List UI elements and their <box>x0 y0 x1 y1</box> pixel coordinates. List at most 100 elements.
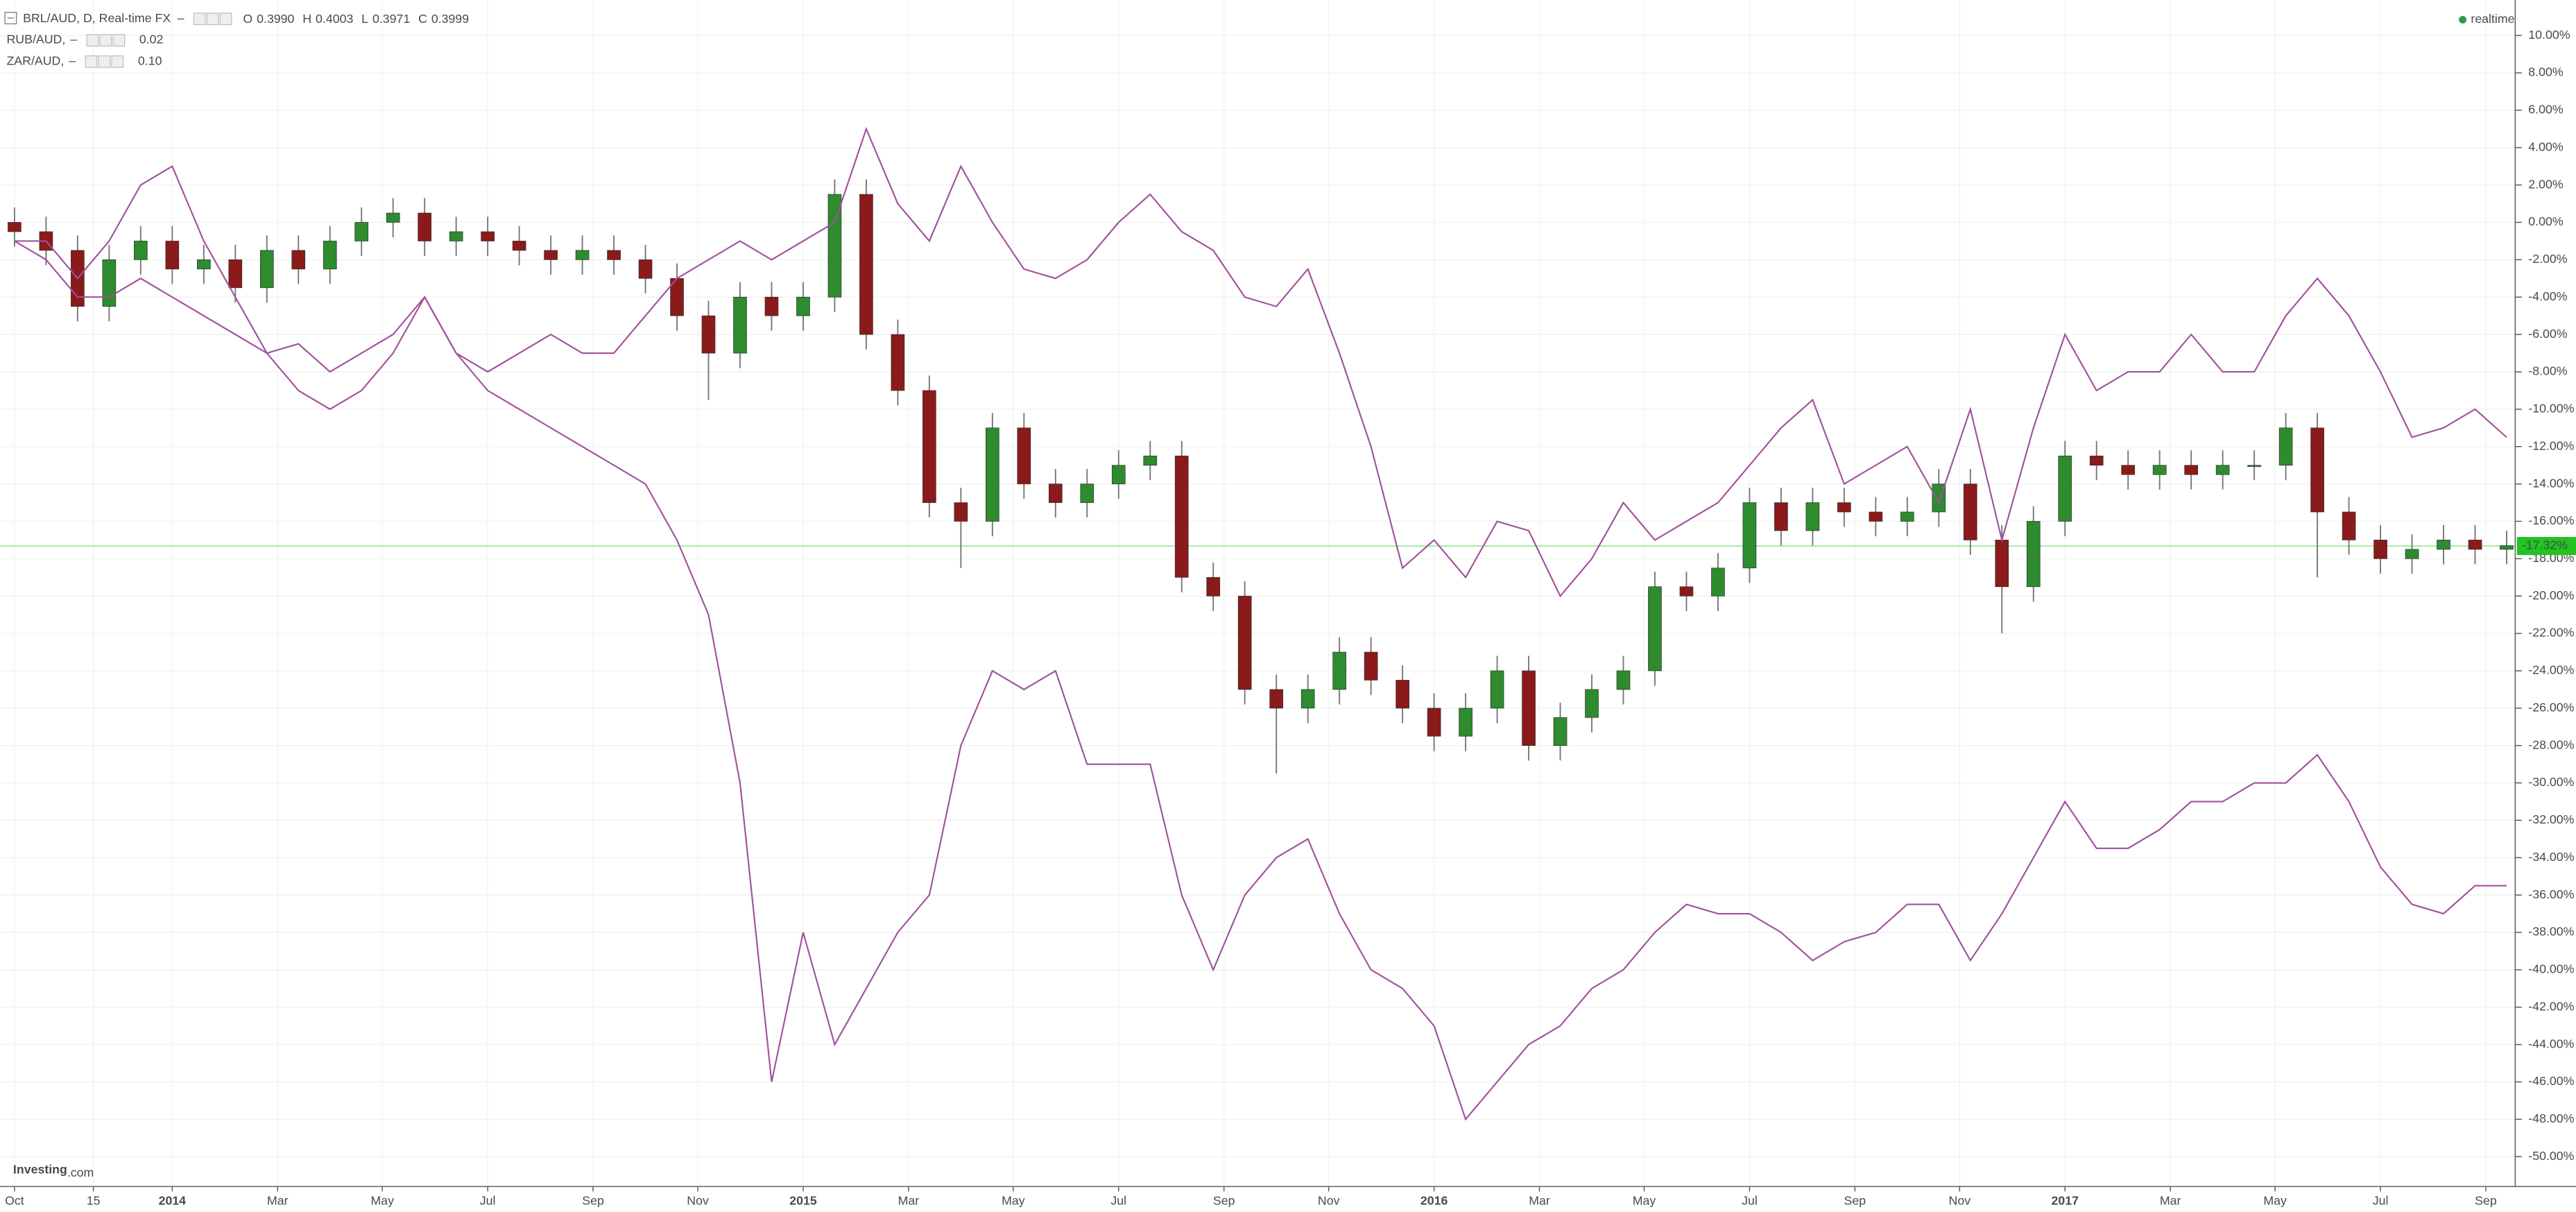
candle-body <box>2310 427 2324 513</box>
y-tick-label: -8.00% <box>2528 364 2567 378</box>
x-tick-label: 2014 <box>159 1193 187 1207</box>
legend-icon[interactable] <box>86 34 99 46</box>
x-tick-label: Mar <box>267 1193 289 1207</box>
y-tick-label: -6.00% <box>2528 327 2567 341</box>
y-tick-label: -14.00% <box>2528 476 2574 490</box>
candle-body <box>386 212 400 223</box>
x-tick-label: Jul <box>1742 1193 1758 1207</box>
status-label: realtime <box>2471 12 2514 26</box>
candle-body <box>2500 545 2514 550</box>
y-tick-label: 0.00% <box>2528 214 2564 228</box>
ohlc-value: 0.4003 <box>316 12 353 26</box>
candle-body <box>1269 689 1284 709</box>
candle-body <box>1869 511 1883 522</box>
candle-body <box>1995 540 2009 588</box>
candle-body <box>764 296 779 316</box>
candle-body <box>1206 577 1221 597</box>
candle-body <box>354 222 369 241</box>
candle-body <box>1332 651 1346 690</box>
x-tick-label: May <box>2263 1193 2287 1207</box>
candle-body <box>1237 595 1252 690</box>
candle-body <box>2468 540 2482 550</box>
legend-icon[interactable] <box>112 34 126 46</box>
candle-body <box>1679 586 1694 597</box>
candle-body <box>1300 689 1315 709</box>
x-tick-label: Mar <box>1529 1193 1550 1207</box>
collapse-button[interactable] <box>4 12 17 25</box>
y-tick-label: 8.00% <box>2528 65 2564 79</box>
x-tick-label: Sep <box>2475 1193 2497 1207</box>
candle-body <box>638 259 653 279</box>
candle-body <box>449 231 463 241</box>
candle-body <box>2278 427 2293 466</box>
candle-body <box>1080 484 1094 503</box>
x-tick-label: Nov <box>1318 1193 1340 1207</box>
candle-body <box>228 259 243 289</box>
legend-icon[interactable] <box>98 55 111 68</box>
candle-body <box>418 212 432 241</box>
y-tick-label: 6.00% <box>2528 103 2564 117</box>
y-tick-label: -50.00% <box>2528 1149 2574 1163</box>
candle-body <box>1522 670 1536 746</box>
candle-body <box>1774 502 1788 531</box>
y-tick-label: -44.00% <box>2528 1036 2574 1050</box>
candle-body <box>891 334 905 391</box>
candle-body <box>544 250 558 260</box>
candle-body <box>859 194 873 335</box>
legend-icon[interactable] <box>85 55 98 68</box>
candle-body <box>2121 465 2136 475</box>
candle-body <box>1963 484 1977 540</box>
candle-body <box>1742 502 1757 569</box>
y-tick-label: -20.00% <box>2528 588 2574 602</box>
candle-body <box>1017 427 1031 484</box>
last-price-badge <box>2516 536 2576 556</box>
y-tick-label: -12.00% <box>2528 438 2574 452</box>
x-tick-label: May <box>1633 1193 1656 1207</box>
x-tick-label: Jul <box>1110 1193 1126 1207</box>
candle-body <box>1553 717 1568 746</box>
candle-body <box>2405 549 2419 559</box>
candle-body <box>1711 567 1725 597</box>
legend-icon[interactable] <box>193 12 206 26</box>
legend-icon[interactable] <box>219 12 232 26</box>
legend-menu[interactable]: – <box>70 33 77 46</box>
candle-body <box>102 259 117 307</box>
x-tick-label: Sep <box>582 1193 604 1207</box>
candle-body <box>827 194 842 298</box>
candle-body <box>2152 465 2167 475</box>
candle-body <box>1459 708 1472 737</box>
title-menu[interactable]: – <box>178 11 184 25</box>
legend-icon[interactable] <box>99 34 112 46</box>
y-tick-label: -26.00% <box>2528 700 2574 714</box>
y-tick-label: -46.00% <box>2528 1074 2574 1088</box>
candle-body <box>1174 455 1189 578</box>
candle-body <box>1143 455 1158 466</box>
candle-body <box>291 250 306 270</box>
x-tick-label: Mar <box>2160 1193 2181 1207</box>
y-tick-label: -40.00% <box>2528 962 2574 976</box>
legend-menu[interactable]: – <box>69 54 76 68</box>
candle-body <box>1364 651 1378 681</box>
ohlc-value: 0.3971 <box>372 12 410 26</box>
x-tick-label: 2016 <box>1420 1193 1448 1207</box>
ohlc-value: 0.3990 <box>257 12 294 26</box>
y-tick-label: -10.00% <box>2528 402 2574 416</box>
legend-label: ZAR/AUD, <box>6 54 64 68</box>
candle-body <box>1616 670 1631 690</box>
candle-body <box>2058 455 2072 522</box>
candle-body <box>954 502 968 522</box>
candle-body <box>1396 680 1409 709</box>
x-tick-label: 2015 <box>789 1193 817 1207</box>
ohlc-label: L <box>361 12 368 26</box>
x-tick-label: Jul <box>480 1193 496 1207</box>
last-price-label: -17.32% <box>2522 538 2568 552</box>
x-tick-label: 2017 <box>2051 1193 2079 1207</box>
y-tick-label: -34.00% <box>2528 850 2574 864</box>
legend-icon[interactable] <box>111 55 124 68</box>
legend-label: RUB/AUD, <box>6 33 65 46</box>
legend-icon[interactable] <box>206 12 219 26</box>
candle-body <box>2184 465 2198 475</box>
y-tick-label: -42.00% <box>2528 999 2574 1013</box>
